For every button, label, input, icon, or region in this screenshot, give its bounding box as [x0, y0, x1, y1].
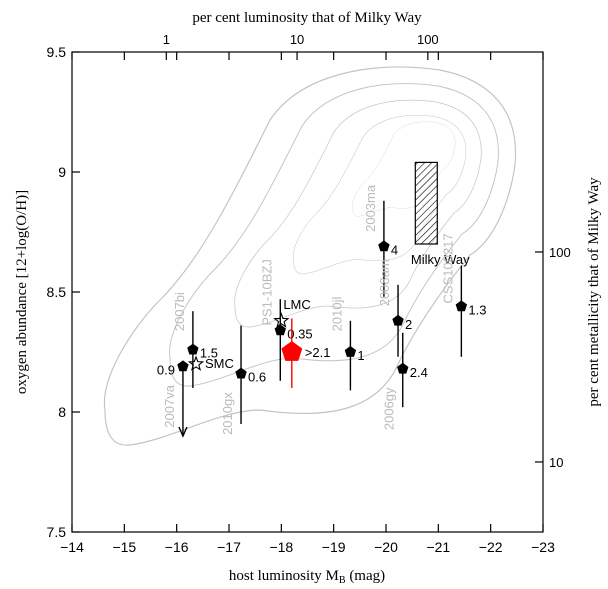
x-tick-label: −18	[269, 539, 293, 555]
top-tick-label: 100	[417, 32, 439, 47]
point-name: 2007va	[162, 384, 177, 427]
point	[455, 300, 468, 312]
point-name: 2010gx	[220, 392, 235, 435]
point	[344, 346, 357, 357]
point-name: 2006gy	[382, 387, 397, 430]
x-axis-title: host luminosity MB (mag)	[229, 568, 385, 586]
point-label: 2	[405, 317, 412, 332]
point	[392, 314, 404, 326]
point-label: 1	[357, 348, 364, 363]
point	[281, 341, 303, 361]
point-name: 2008am	[377, 259, 392, 306]
top-tick-label: 1	[163, 32, 170, 47]
x-tick-label: −17	[217, 539, 241, 555]
x-tick-label: −20	[374, 539, 398, 555]
point-label: >2.1	[305, 345, 331, 360]
point	[235, 367, 247, 379]
right-tick-label: 100	[549, 245, 571, 260]
contour	[234, 99, 482, 328]
point-name: CSS100217	[440, 233, 455, 303]
point-name: PS1-10BZJ	[259, 259, 274, 325]
y-tick-label: 9.5	[47, 44, 67, 60]
contour	[169, 83, 499, 387]
y-tick-label: 8	[58, 404, 66, 420]
point	[187, 343, 199, 355]
x-axis-title-sub: B	[339, 575, 346, 586]
milky-way-label: Milky Way	[411, 252, 470, 267]
point	[177, 360, 189, 372]
milky-way-box	[414, 161, 438, 245]
point-label: 0.6	[248, 370, 266, 385]
reference-star	[273, 312, 290, 328]
point	[397, 362, 409, 374]
point-name: 2010jl	[329, 297, 344, 332]
reference-star	[187, 355, 205, 371]
x-axis-title-main: host luminosity M	[229, 568, 339, 584]
top-tick-label: 10	[290, 32, 304, 47]
point-label: 0.35	[287, 326, 312, 341]
x-tick-label: −19	[322, 539, 346, 555]
x-tick-label: −23	[531, 539, 555, 555]
right-axis-title: per cent metallicity that of Milky Way	[586, 177, 602, 407]
point-name: 2003ma	[363, 184, 378, 232]
contour	[293, 114, 467, 275]
reference-label: SMC	[205, 356, 234, 371]
upper-limit-arrow	[178, 426, 188, 438]
y-tick-label: 9	[58, 164, 66, 180]
point-label: 0.9	[157, 362, 175, 377]
point	[378, 240, 390, 252]
x-tick-label: −21	[426, 539, 450, 555]
plot-frame	[71, 51, 544, 533]
right-tick-label: 10	[549, 455, 563, 470]
point	[274, 324, 286, 336]
contour	[103, 66, 517, 446]
point-label: 1.3	[468, 302, 486, 317]
y-axis-title: oxygen abundance [12+log(O/H)]	[14, 190, 30, 394]
y-tick-label: 7.5	[47, 524, 67, 540]
y-tick-label: 8.5	[47, 284, 67, 300]
point-label: 1.5	[200, 346, 218, 361]
point-name: 2007bi	[172, 292, 187, 331]
x-tick-label: −22	[479, 539, 503, 555]
point-label: 2.4	[410, 365, 428, 380]
x-tick-label: −16	[165, 539, 189, 555]
top-axis-title: per cent luminosity that of Milky Way	[192, 10, 422, 26]
x-axis-title-end: (mag)	[346, 568, 386, 584]
reference-label: LMC	[283, 297, 310, 312]
x-tick-label: −15	[112, 539, 136, 555]
point-label: 4	[391, 242, 398, 257]
x-tick-label: −14	[60, 539, 84, 555]
